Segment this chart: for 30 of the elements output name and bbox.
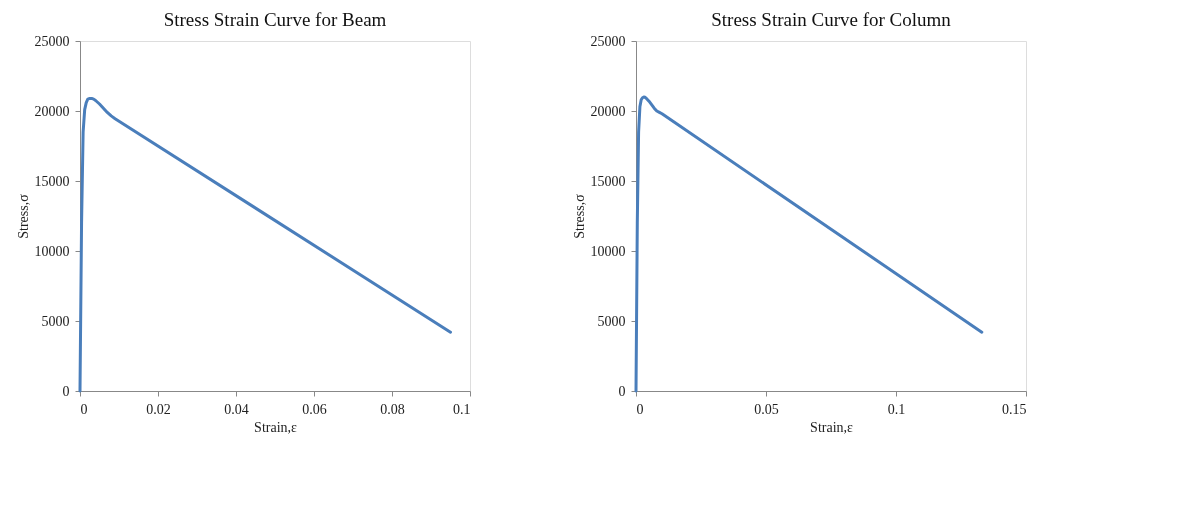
y-tick-label: 10000 — [590, 243, 626, 259]
y-tick-label: 0 — [618, 383, 626, 399]
y-tick-label: 25000 — [34, 33, 70, 49]
y-axis-title: Stress,σ — [571, 193, 587, 239]
y-tick-label: 15000 — [590, 173, 626, 189]
x-tick-label: 0.15 — [1002, 401, 1027, 417]
y-axis-title: Stress,σ — [15, 193, 31, 239]
y-tick-label: 20000 — [34, 103, 70, 119]
x-tick-label: 0.04 — [224, 401, 249, 417]
y-tick-label: 10000 — [34, 243, 70, 259]
y-tick-label: 20000 — [590, 103, 626, 119]
x-tick-label: 0.08 — [380, 401, 405, 417]
y-tick-label: 0 — [62, 383, 70, 399]
x-tick-label: 0 — [636, 401, 644, 417]
y-tick-label: 15000 — [34, 173, 70, 189]
line-series — [78, 96, 452, 393]
x-axis-title: Strain,ε — [254, 419, 298, 435]
chart-title: Stress Strain Curve for Column — [711, 9, 952, 30]
x-axis-title: Strain,ε — [810, 419, 854, 435]
line-series — [634, 95, 984, 393]
x-tick-label: 0.1 — [887, 401, 906, 417]
x-tick-label: 0.02 — [146, 401, 171, 417]
x-tick-label: 0.06 — [302, 401, 327, 417]
x-tick-label: 0.1 — [453, 401, 471, 417]
y-tick-label: 5000 — [41, 313, 70, 329]
chart-title: Stress Strain Curve for Beam — [163, 9, 387, 30]
y-tick-label: 5000 — [597, 313, 626, 329]
y-tick-label: 25000 — [590, 33, 626, 49]
x-tick-label: 0 — [80, 401, 88, 417]
x-tick-label: 0.05 — [754, 401, 779, 417]
